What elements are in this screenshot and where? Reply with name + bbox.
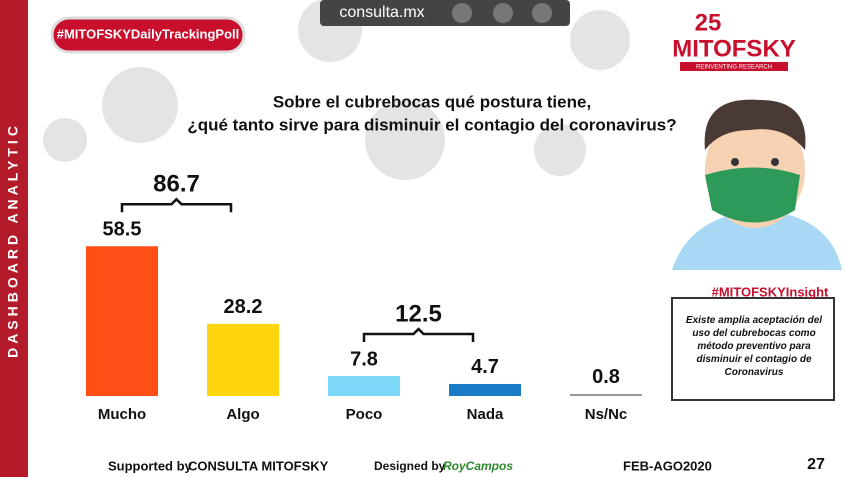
- hashtag: #MITOFSKYDailyTrackingPoll: [57, 26, 240, 41]
- group-bracket: [362, 327, 475, 343]
- category-label: Poco: [346, 406, 383, 423]
- group-total: 86.7: [153, 171, 200, 198]
- value-label: 58.5: [103, 219, 142, 241]
- value-label: 28.2: [224, 296, 263, 318]
- value-label: 4.7: [471, 356, 499, 378]
- insight-title: #MITOFSKYInsight: [712, 284, 829, 299]
- bar: [449, 383, 521, 396]
- group-total: 12.5: [395, 300, 442, 327]
- person-illustration: [672, 99, 842, 270]
- designed-label: Designed by: [374, 459, 446, 473]
- bar: [570, 393, 642, 396]
- side-strip: [0, 0, 28, 477]
- bar: [86, 246, 158, 396]
- category-label: Algo: [226, 406, 259, 423]
- category-label: Ns/Nc: [585, 406, 628, 423]
- bar: [328, 376, 400, 396]
- social-icons: [452, 3, 552, 23]
- period: FEB-AGO2020: [623, 458, 712, 473]
- supported-name: CONSULTA MITOFSKY: [188, 458, 329, 473]
- logo-number: 25: [695, 9, 722, 36]
- value-label: 0.8: [592, 366, 620, 388]
- designer: RoyCampos: [443, 459, 513, 473]
- site: consulta.mx: [339, 4, 424, 21]
- plot: 58.5 Mucho 28.2 Algo 7.8 Poco 4.7 Nada 0.8 Ns/Nc 8…: [86, 171, 642, 423]
- logo-tagline: REINVENTING RESEARCH: [696, 65, 772, 71]
- insight-text: Existe amplia aceptación del uso del cub…: [685, 315, 823, 378]
- value-label: 7.8: [350, 348, 378, 370]
- category-label: Mucho: [98, 406, 146, 423]
- side-label: DASHBOARD ANALYTIC: [5, 122, 21, 358]
- category-label: Nada: [467, 406, 504, 423]
- insight-text-box: Existe amplia aceptación del uso del cub…: [685, 315, 823, 378]
- hashtag-badge: [50, 16, 246, 54]
- insight-box: [671, 297, 835, 401]
- group-bracket: [120, 197, 233, 213]
- chart-title-line: ¿qué tanto sirve para disminuir el conta…: [187, 115, 676, 134]
- supported-label: Supported by: [108, 458, 193, 473]
- chart-title-line: Sobre el cubrebocas qué postura tiene,: [273, 92, 591, 111]
- logo-name: MITOFSKY: [672, 35, 796, 62]
- logo-tagline-bar: [680, 62, 788, 71]
- page-number: 27: [807, 456, 825, 473]
- bar: [207, 323, 279, 396]
